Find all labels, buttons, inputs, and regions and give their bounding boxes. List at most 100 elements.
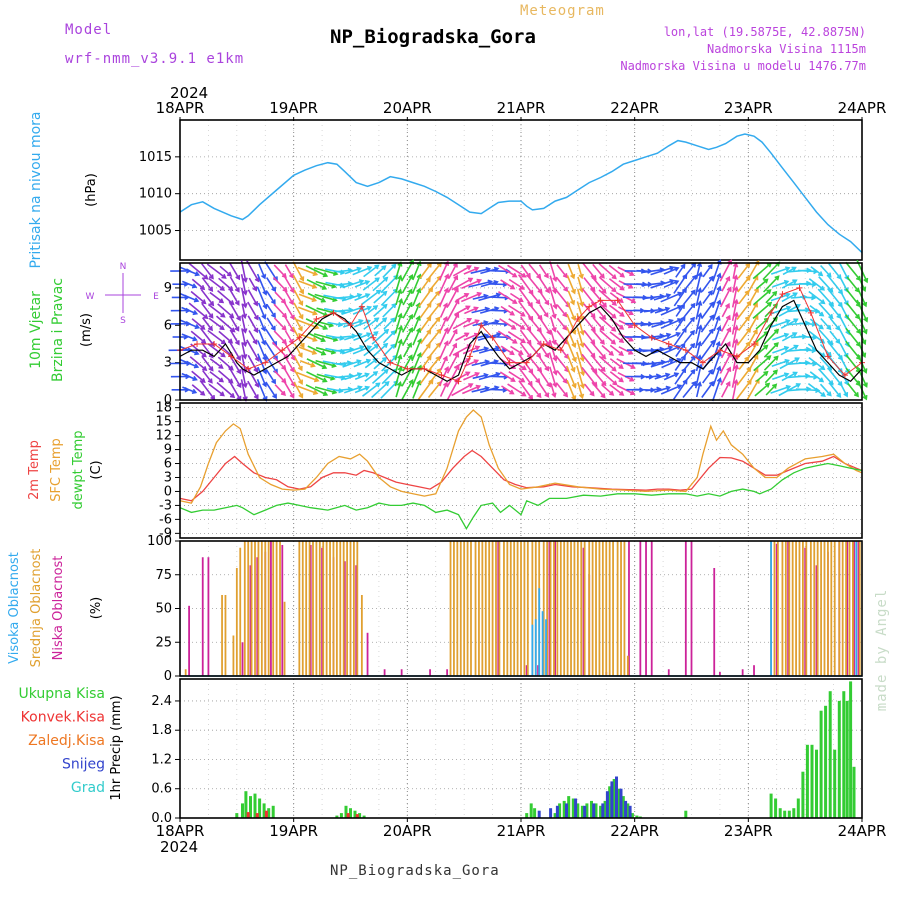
wind-arrow-head: [590, 313, 596, 319]
wind-arrow-head: [589, 391, 595, 397]
cloud-ytick-label: 75: [155, 568, 172, 583]
wind-arrow-head: [466, 344, 473, 350]
wind-arrow: [256, 273, 267, 295]
wind-ytick-label: 6: [164, 318, 172, 333]
wind-arrow: [486, 335, 510, 339]
wind-arrow-head: [281, 325, 287, 331]
wind-arrow: [400, 260, 414, 282]
wind-arrow: [181, 306, 198, 315]
wind-arrow: [401, 275, 413, 294]
wind-gust-marker: [455, 378, 462, 385]
wind-arrow: [601, 384, 614, 396]
wind-gust-marker: [716, 347, 723, 354]
wind-arrow-head: [763, 278, 769, 284]
wind-arrow: [363, 344, 379, 357]
wind-arrow-head: [766, 301, 773, 307]
wind-arrow: [838, 262, 849, 280]
wind-arrow-head: [680, 342, 686, 348]
wind-arrow-head: [811, 281, 818, 288]
wind-arrow-head: [484, 359, 491, 365]
wind-arrow: [241, 354, 247, 373]
wind-arrow: [313, 267, 338, 275]
wind-arrow: [479, 386, 499, 394]
wind-arrow-head: [546, 329, 552, 335]
wind-arrow-head: [677, 291, 683, 297]
wind-arrow: [845, 327, 861, 347]
precip-bar: [244, 791, 248, 818]
wind-arrow: [507, 331, 526, 343]
precip-bar: [580, 805, 584, 818]
wind-arrow-head: [820, 365, 826, 371]
wind-arrow: [488, 322, 508, 325]
wind-arrow-head: [618, 364, 624, 370]
wind-arrow: [179, 345, 199, 355]
wind-arrow-head: [766, 355, 772, 361]
precip-bar: [603, 800, 607, 818]
wind-arrow-head: [320, 297, 327, 303]
wind-arrow-head: [725, 380, 731, 387]
wind-arrow-head: [474, 345, 481, 351]
wind-arrow-head: [337, 321, 344, 328]
year-label-bottom: 2024: [160, 838, 198, 856]
wind-arrow: [807, 382, 826, 397]
wind-arrow-head: [193, 363, 200, 369]
wind-arrow-head: [785, 292, 791, 298]
wind-arrow-head: [551, 313, 557, 320]
wind-arrow: [401, 380, 414, 400]
wind-arrow: [497, 291, 517, 304]
wind-arrow: [344, 293, 362, 301]
wind-arrow: [274, 370, 286, 383]
wind-arrow: [642, 348, 664, 353]
wind-arrow-head: [811, 294, 817, 301]
wind-arrow-head: [618, 298, 624, 304]
wind-arrow-head: [715, 340, 721, 347]
precip-ytick-label: 0.6: [151, 782, 172, 797]
wind-arrow-head: [571, 329, 577, 335]
wind-arrow-head: [397, 274, 403, 281]
precip-bar: [810, 744, 814, 818]
precip-bar: [583, 805, 587, 818]
wind-arrow: [297, 306, 317, 315]
wind-arrow: [228, 300, 241, 321]
temp-ylabel-2m: 2m Temp: [27, 440, 42, 500]
wind-arrow: [808, 356, 825, 370]
wind-arrow: [472, 374, 488, 380]
wind-arrow: [273, 317, 287, 331]
wind-arrow-head: [320, 337, 327, 343]
wind-arrow: [682, 263, 696, 279]
pressure-ytick-label: 1015: [139, 150, 172, 165]
wind-arrow-head: [242, 368, 248, 374]
wind-arrow-head: [220, 312, 226, 318]
precip-bar: [769, 793, 773, 818]
wind-arrow: [721, 276, 730, 292]
wind-arrow: [829, 330, 841, 344]
wind-arrow: [380, 288, 398, 306]
precip-bar: [267, 808, 271, 818]
wind-arrow-head: [510, 364, 517, 370]
wind-arrow: [556, 370, 568, 384]
wind-arrow: [799, 348, 816, 352]
wind-arrow: [654, 386, 670, 393]
wind-arrow: [247, 380, 259, 399]
wind-arrow: [293, 369, 303, 384]
wind-arrow: [509, 292, 523, 302]
wind-arrow-head: [571, 315, 577, 322]
wind-arrow: [297, 385, 318, 395]
wind-arrow: [538, 356, 549, 371]
wind-arrow: [694, 272, 702, 296]
wind-arrow: [179, 266, 199, 276]
wind-arrow: [455, 332, 469, 342]
wind-arrow: [660, 292, 682, 303]
wind-arrow: [752, 262, 772, 280]
watermark: made by Angel: [874, 589, 890, 712]
wind-arrow: [266, 317, 276, 331]
wind-arrow-head: [194, 324, 201, 330]
wind-gust-marker: [665, 340, 672, 347]
wind-arrow: [446, 379, 459, 401]
wind-arrow: [383, 317, 395, 330]
wind-arrow-head: [358, 279, 365, 285]
wind-arrow-head: [426, 329, 432, 335]
precip-ytick-label: 2.4: [151, 694, 172, 709]
wind-arrow-head: [611, 366, 617, 372]
wind-arrow-head: [435, 355, 441, 362]
